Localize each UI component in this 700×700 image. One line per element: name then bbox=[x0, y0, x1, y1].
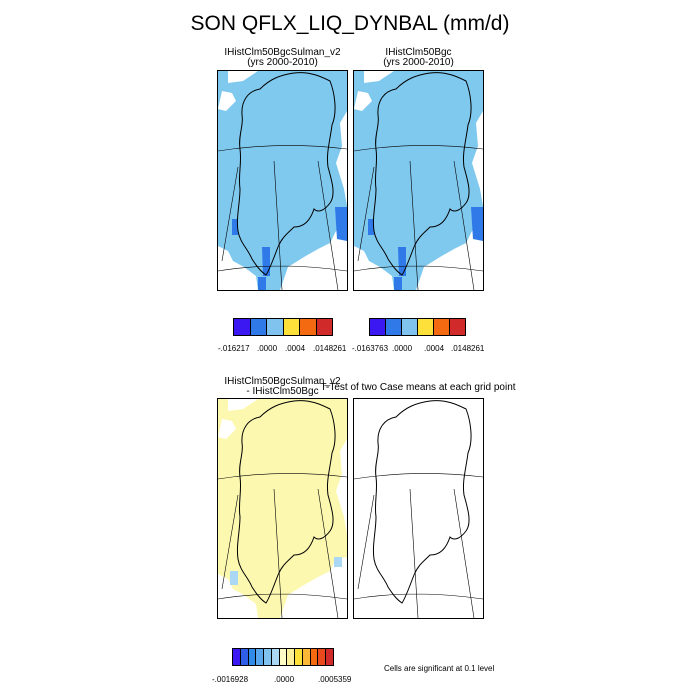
colorbar-label: .0005359 bbox=[318, 675, 352, 684]
colorbar-label: -.016217 bbox=[218, 344, 250, 353]
panel-case-diff: - IHistClm50Bgc bbox=[246, 386, 319, 397]
colorbar-swatch bbox=[264, 649, 272, 665]
colorbar-label: .0000 bbox=[392, 344, 413, 353]
significance-note: Cells are significant at 0.1 level bbox=[384, 664, 495, 673]
colorbar-label: -.0016928 bbox=[212, 675, 249, 684]
panel-title-bottom-right: T-Test of two Case means at each grid po… bbox=[320, 382, 516, 393]
colorbar-swatch bbox=[402, 319, 418, 335]
colorbar-swatch bbox=[267, 319, 284, 335]
graticule bbox=[354, 145, 483, 290]
colorbar-swatch bbox=[434, 319, 450, 335]
panel-years: (yrs 2000-2010) bbox=[383, 57, 454, 68]
colorbar-swatch bbox=[318, 649, 327, 665]
land-cells bbox=[218, 71, 347, 290]
panel-title-top-right: IHistClm50Bgc (yrs 2000-2010) bbox=[351, 48, 486, 68]
panel-years: (yrs 2000-2010) bbox=[247, 57, 318, 68]
panel-case-name: IHistClm50BgcSulman_v2 bbox=[224, 376, 341, 387]
land-cells bbox=[354, 71, 483, 290]
panel-case-name: IHistClm50BgcSulman_v2 bbox=[224, 47, 341, 58]
panel-case-name: IHistClm50Bgc bbox=[385, 47, 452, 58]
map-top-right bbox=[354, 71, 483, 290]
colorbar-top-left bbox=[233, 318, 333, 336]
colorbar-swatch bbox=[450, 319, 465, 335]
map-panel-bottom-left bbox=[217, 398, 348, 619]
colorbar-swatch bbox=[279, 649, 288, 665]
colorbar-swatch bbox=[310, 649, 319, 665]
colorbar-swatch bbox=[418, 319, 434, 335]
panel-title-top-left: IHistClm50BgcSulman_v2 (yrs 2000-2010) bbox=[215, 48, 350, 68]
colorbar-swatch bbox=[283, 319, 300, 335]
colorbar-swatch bbox=[287, 649, 296, 665]
greenland-coastline bbox=[236, 72, 336, 276]
colorbar-label: .0000 bbox=[257, 344, 278, 353]
colorbar-swatch bbox=[386, 319, 402, 335]
colorbar-swatch bbox=[256, 649, 265, 665]
greenland-coastline bbox=[372, 400, 472, 604]
colorbar-label: .0148261 bbox=[313, 344, 347, 353]
colorbar-label: -.0163763 bbox=[352, 344, 389, 353]
colorbar-swatch bbox=[302, 649, 311, 665]
map-bottom-left bbox=[218, 399, 347, 618]
graticule bbox=[354, 473, 483, 618]
figure-title: SON QFLX_LIQ_DYNBAL (mm/d) bbox=[190, 12, 510, 35]
colorbar-top-right bbox=[369, 318, 466, 336]
colorbar-swatch bbox=[240, 649, 249, 665]
colorbar-swatch bbox=[300, 319, 317, 335]
colorbar-swatch bbox=[234, 319, 251, 335]
map-panel-top-right bbox=[353, 70, 484, 291]
colorbar-swatch bbox=[248, 649, 257, 665]
colorbar-label: .0148261 bbox=[451, 344, 485, 353]
colorbar-label: .0004 bbox=[424, 344, 445, 353]
colorbar-swatch bbox=[370, 319, 386, 335]
panel-title-bottom-left: IHistClm50BgcSulman_v2 - IHistClm50Bgc bbox=[215, 377, 350, 397]
map-panel-bottom-right bbox=[353, 398, 484, 619]
colorbar-bottom bbox=[232, 648, 334, 666]
map-bottom-right bbox=[354, 400, 483, 618]
greenland-coastline bbox=[236, 400, 336, 604]
colorbar-swatch bbox=[250, 319, 267, 335]
colorbar-swatch bbox=[271, 649, 280, 665]
land-cells bbox=[218, 399, 347, 618]
greenland-coastline bbox=[372, 72, 472, 276]
map-panel-top-left bbox=[217, 70, 348, 291]
graticule bbox=[218, 145, 347, 290]
colorbar-swatch bbox=[316, 319, 332, 335]
colorbar-label: .0000 bbox=[274, 675, 295, 684]
graticule bbox=[218, 473, 347, 618]
map-top-left bbox=[218, 71, 347, 290]
colorbar-swatch bbox=[233, 649, 241, 665]
colorbar-swatch bbox=[295, 649, 303, 665]
colorbar-label: .0004 bbox=[285, 344, 306, 353]
colorbar-swatch bbox=[326, 649, 333, 665]
